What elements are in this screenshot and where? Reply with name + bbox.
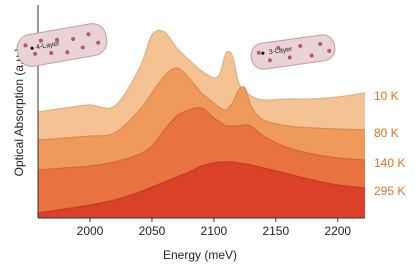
inset-3-layer: 3-Layer xyxy=(250,34,336,70)
marker-dot xyxy=(261,51,265,55)
molecule-shape xyxy=(16,23,108,67)
x-tick-label: 2050 xyxy=(139,224,166,238)
series-label: 10 K xyxy=(374,89,399,103)
series-label: 295 K xyxy=(374,184,405,198)
plot-area xyxy=(37,29,366,219)
atoms xyxy=(23,32,101,56)
line xyxy=(37,106,366,171)
marker-dot xyxy=(30,46,34,50)
series-label: 140 K xyxy=(374,156,405,170)
series-label: 80 K xyxy=(374,126,399,140)
x-tick-label: 2200 xyxy=(324,224,351,238)
area xyxy=(38,161,365,218)
line xyxy=(37,29,366,113)
x-tick-label: 2150 xyxy=(262,224,289,238)
line xyxy=(37,67,366,141)
annotation: 3-Layer xyxy=(268,46,293,56)
x-tick-label: 2000 xyxy=(77,224,104,238)
inset-4-layer: 4-Layer xyxy=(16,23,108,67)
molecule-shape xyxy=(250,34,336,70)
y-axis-label: Optical Absorption (a.u.) xyxy=(12,48,26,177)
x-tick-label: 2100 xyxy=(201,224,228,238)
line xyxy=(37,161,366,214)
x-axis-label: Energy (meV) xyxy=(163,248,237,262)
atoms xyxy=(256,42,332,63)
annotation: 4-Layer xyxy=(35,40,60,51)
